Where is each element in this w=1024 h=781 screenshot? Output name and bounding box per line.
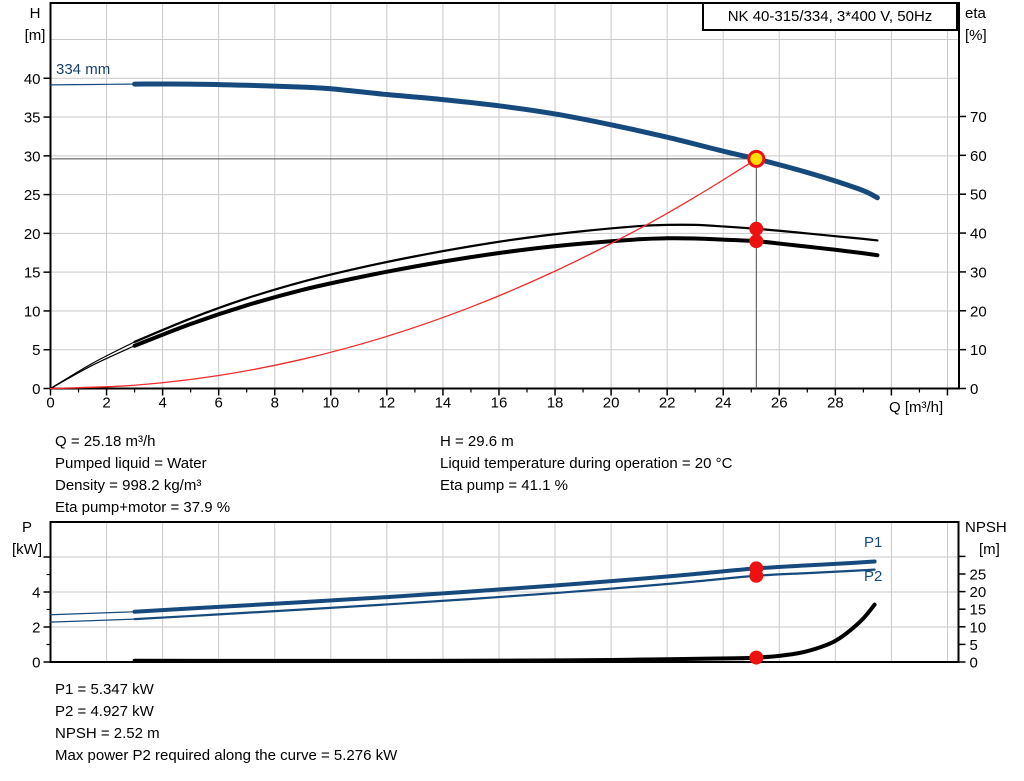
x-tick-label: 18 (547, 395, 564, 412)
eta-axis-title-line2: [%] (965, 27, 987, 44)
info-line-eta-pump: Eta pump = 41.1 % (440, 477, 568, 494)
x-tick-label: 26 (771, 395, 788, 412)
info-line-p1: P1 = 5.347 kW (55, 681, 154, 698)
right-tick-label: 25 (970, 567, 987, 584)
system-curve (49, 158, 757, 390)
power-info-block: P1 = 5.347 kW P2 = 4.927 kW NPSH = 2.52 … (55, 679, 397, 767)
p2-curve-label: P2 (864, 568, 883, 585)
left-tick-label: 35 (24, 110, 41, 127)
right-tick-label: 10 (970, 619, 987, 636)
x-tick-label: 6 (215, 395, 223, 412)
p2-point (749, 568, 764, 583)
left-tick-label: 10 (24, 303, 41, 320)
right-tick-label: 20 (970, 584, 987, 601)
x-tick-label: 14 (435, 395, 452, 412)
eta-pump-motor-point (749, 234, 764, 249)
right-tick-label: 20 (970, 303, 987, 320)
p2-curve (133, 568, 876, 621)
right-tick-label: 40 (970, 226, 987, 243)
h-curve-lead (49, 83, 136, 86)
q-axis-title: Q [m³/h] (889, 399, 944, 416)
qh-eta-chart: 0 2 4 6 8 10 12 14 16 18 20 22 24 26 28051015202530354… (24, 2, 987, 412)
info-line-q: Q = 25.18 m³/h (55, 433, 156, 450)
duty-info-right: H = 29.6 m Liquid temperature during ope… (440, 431, 732, 497)
left-tick-label: 0 (32, 655, 40, 672)
right-tick-label: 0 (970, 655, 978, 672)
info-line-liquid: Pumped liquid = Water (55, 455, 207, 472)
right-tick-label: 30 (970, 264, 987, 281)
left-tick-label: 4 (32, 585, 40, 602)
eta-pump-curve (133, 223, 879, 343)
x-tick-label: 8 (271, 395, 279, 412)
npsh-axis-title-line2: [m] (979, 541, 1000, 558)
h-axis-title-line1: H (29, 5, 41, 22)
left-tick-label: 25 (24, 187, 41, 204)
x-tick-label: 0 (46, 395, 54, 412)
right-tick-label: 60 (970, 148, 987, 165)
eta-axis-title-line1: eta (965, 5, 986, 22)
p2-curve-lead (49, 618, 136, 623)
eta-pump-motor-curve (132, 236, 880, 348)
x-tick-label: 22 (659, 395, 676, 412)
p-axis-title: P [kW] (6, 517, 48, 561)
p-axis-title-line2: [kW] (12, 541, 42, 558)
x-tick-label: 20 (603, 395, 620, 412)
eta-pump-point (749, 221, 764, 236)
info-line-npsh: NPSH = 2.52 m (55, 725, 160, 742)
info-line-h: H = 29.6 m (440, 433, 514, 450)
info-line-temperature: Liquid temperature during operation = 20… (440, 455, 733, 472)
x-tick-label: 4 (158, 395, 166, 412)
x-tick-label: 16 (491, 395, 508, 412)
left-tick-label: 20 (24, 226, 41, 243)
impeller-diameter-label: 334 mm (56, 61, 111, 78)
right-tick-label: 15 (970, 602, 987, 619)
p1-curve-lead (49, 611, 136, 616)
info-line-density: Density = 998.2 kg/m³ (55, 477, 202, 494)
npsh-axis-title-line1: NPSH (965, 519, 1007, 536)
chart-title: NK 40-315/334, 3*400 V, 50Hz (702, 2, 958, 31)
info-line-eta-pump-motor: Eta pump+motor = 37.9 % (55, 499, 231, 516)
x-tick-label: 10 (322, 395, 339, 412)
p1-curve (132, 559, 877, 614)
npsh-curve (132, 602, 877, 663)
right-tick-label: 5 (970, 637, 978, 654)
right-tick-label: 10 (970, 342, 987, 359)
left-tick-label: 5 (32, 342, 40, 359)
npsh-axis-title: NPSH [m] (965, 517, 1024, 561)
left-tick-label: 0 (32, 381, 40, 398)
duty-point-marker (747, 149, 766, 168)
left-tick-label: 15 (24, 265, 41, 282)
p-axis-title-line1: P (21, 519, 32, 536)
eta-axis-title: eta [%] (965, 3, 1015, 47)
left-tick-label: 2 (32, 620, 40, 637)
h-curve-334mm (132, 81, 880, 201)
right-tick-label: 70 (970, 109, 987, 126)
x-tick-label: 12 (379, 395, 396, 412)
plot-frame (49, 2, 960, 390)
x-tick-label: 2 (102, 395, 110, 412)
duty-info-left: Q = 25.18 m³/h Pumped liquid = Water Den… (55, 431, 230, 519)
x-tick-label: 24 (715, 395, 732, 412)
eta-pump-motor-lead (49, 345, 136, 390)
h-axis-title: H [m] (18, 3, 52, 47)
p1-curve-label: P1 (864, 534, 883, 551)
left-tick-label: 30 (24, 148, 41, 165)
right-tick-label: 0 (970, 381, 978, 398)
h-axis-title-line2: [m] (24, 27, 46, 44)
info-line-p2: P2 = 4.927 kW (55, 703, 154, 720)
left-tick-label: 40 (24, 71, 41, 88)
right-tick-label: 50 (970, 187, 987, 204)
info-line-max-power: Max power P2 required along the curve = … (55, 747, 398, 764)
npsh-point (749, 650, 764, 665)
x-tick-label: 28 (827, 395, 844, 412)
